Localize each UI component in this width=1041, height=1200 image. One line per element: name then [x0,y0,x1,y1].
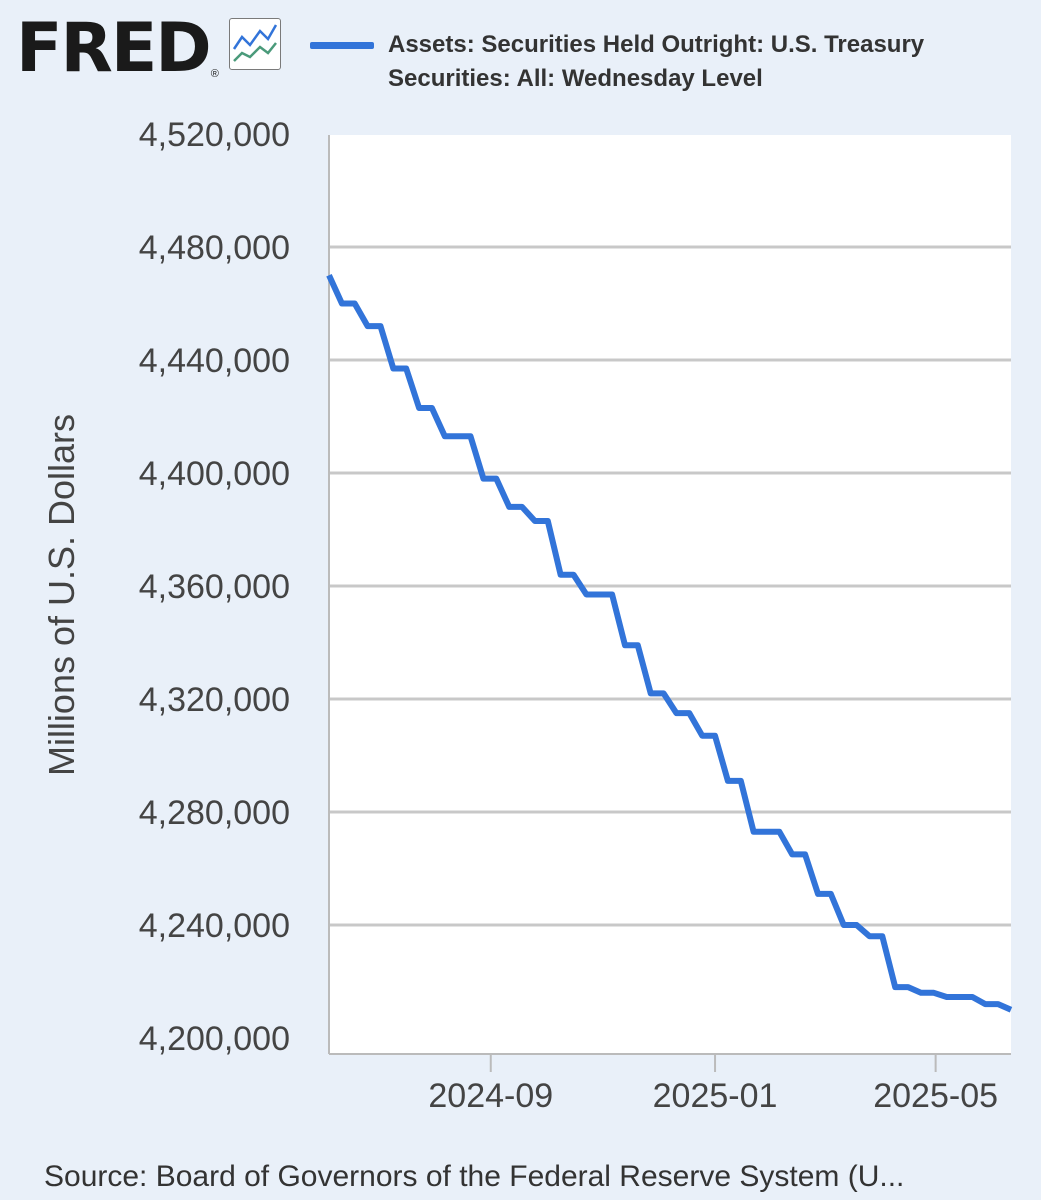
y-tick-label: 4,520,000 [139,116,290,154]
line-chart: 4,200,000 4,240,000 4,280,000 4,320,000 4,36… [41,116,1014,1115]
data-point[interactable] [339,301,345,307]
data-point[interactable] [596,592,602,598]
data-point[interactable] [571,572,577,578]
data-point[interactable] [468,433,474,439]
line-chart-icon [228,18,281,70]
data-point[interactable] [390,366,396,372]
data-point[interactable] [1008,1007,1014,1013]
data-point[interactable] [764,829,770,835]
data-point[interactable] [738,778,744,784]
data-point[interactable] [661,690,667,696]
x-tick-label: 2024-09 [428,1077,553,1115]
series-group [326,272,1014,1013]
data-point[interactable] [789,851,795,857]
data-point[interactable] [699,733,705,739]
data-point[interactable] [957,994,963,1000]
data-point[interactable] [867,933,873,939]
data-point[interactable] [995,1001,1001,1007]
data-point[interactable] [944,994,950,1000]
registered-mark: ® [210,68,219,80]
data-point[interactable] [609,592,615,598]
data-point[interactable] [558,572,564,578]
data-point[interactable] [969,994,975,1000]
data-point[interactable] [622,642,628,648]
data-point[interactable] [648,690,654,696]
series-line[interactable] [326,274,1013,1013]
data-point[interactable] [365,323,371,329]
y-tick-label: 4,200,000 [139,1020,290,1058]
data-point[interactable] [378,323,384,329]
chart-legend[interactable]: Assets: Securities Held Outright: U.S. T… [310,28,948,96]
y-tick-label: 4,280,000 [139,794,290,832]
data-point[interactable] [352,301,358,307]
data-point[interactable] [416,405,422,411]
y-axis-label: Millions of U.S. Dollars [41,414,82,776]
legend-label-line-1: Assets: Securities Held Outright: U.S. T… [388,31,925,58]
data-point[interactable] [918,990,924,996]
y-tick-label: 4,240,000 [139,907,290,945]
data-point[interactable] [879,933,885,939]
data-point[interactable] [905,984,911,990]
y-tick-label: 4,320,000 [139,681,290,719]
data-point[interactable] [686,710,692,716]
data-point[interactable] [815,891,821,897]
y-tick-label: 4,360,000 [139,568,290,606]
legend-swatch [310,42,374,49]
data-point[interactable] [931,990,937,996]
data-point[interactable] [828,891,834,897]
y-tick-labels: 4,200,000 4,240,000 4,280,000 4,320,000 4,36… [139,116,290,1058]
fred-logo[interactable]: FRED ® [16,9,281,88]
data-point[interactable] [635,642,641,648]
data-point[interactable] [326,272,332,278]
data-point[interactable] [751,829,757,835]
data-point[interactable] [776,829,782,835]
data-point[interactable] [455,433,461,439]
data-point[interactable] [493,476,499,482]
y-tick-label: 4,440,000 [139,342,290,380]
x-tick-label: 2025-01 [653,1077,778,1115]
grid-lines [329,245,1011,927]
data-point[interactable] [892,984,898,990]
data-point[interactable] [673,710,679,716]
source-note: Source: Board of Governors of the Federa… [44,1160,905,1193]
x-tick-label: 2025-05 [873,1077,998,1115]
data-point[interactable] [712,733,718,739]
plot-area [329,135,1011,1054]
data-point[interactable] [480,476,486,482]
data-point[interactable] [583,592,589,598]
data-point[interactable] [506,504,512,510]
data-point[interactable] [802,851,808,857]
logo-text: FRED [16,9,212,88]
data-point[interactable] [841,922,847,928]
data-point[interactable] [532,518,538,524]
legend-series-label: Assets: Securities Held Outright: U.S. T… [388,28,948,96]
y-tick-label: 4,400,000 [139,455,290,493]
data-point[interactable] [545,518,551,524]
data-point[interactable] [982,1001,988,1007]
data-point[interactable] [725,778,731,784]
data-point[interactable] [854,922,860,928]
data-point[interactable] [429,405,435,411]
data-point[interactable] [519,504,525,510]
x-tick-labels: 2024-09 2025-01 2025-05 [428,1054,998,1115]
data-point[interactable] [442,433,448,439]
y-tick-label: 4,480,000 [139,229,290,267]
data-point[interactable] [403,366,409,372]
legend-label-line-2: Securities: All: Wednesday Level [388,65,763,92]
